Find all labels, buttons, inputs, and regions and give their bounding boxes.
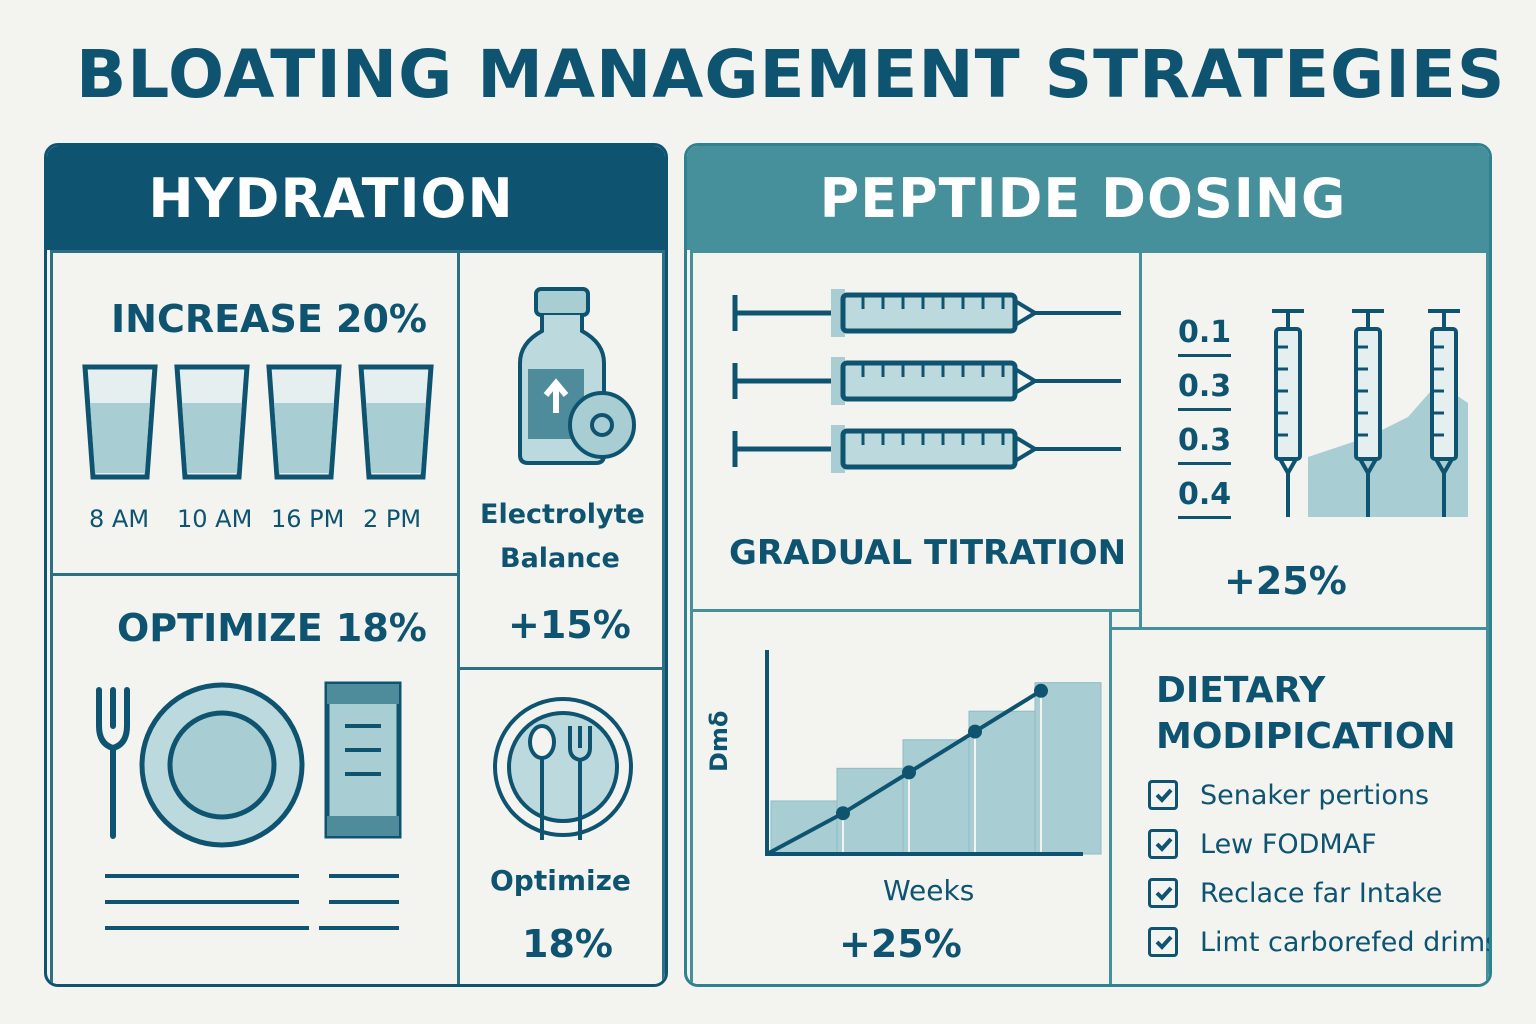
- chart-xlabel: Weeks: [883, 874, 975, 907]
- chart-point: [836, 806, 850, 821]
- bottle-icon: [518, 287, 636, 465]
- syringe-icon: [732, 289, 1121, 473]
- checklist-item: Reclace far Intake: [1148, 876, 1442, 910]
- page-title: BLOATING MANAGEMENT STRATEGIES: [76, 36, 1506, 113]
- chart-ylabel: Dmδ: [705, 710, 733, 772]
- chart-point: [1034, 683, 1048, 698]
- dietary-title-2: MODIPICATION: [1156, 716, 1456, 757]
- chart-value: +25%: [839, 922, 962, 966]
- plate-icon: [139, 682, 305, 848]
- water-glass-icon: [174, 364, 250, 480]
- time-label-4: 2 PM: [363, 505, 422, 533]
- vertical-syringe-icon: [1272, 309, 1468, 517]
- peptide-panel: PEPTIDE DOSING GRADUAL TITRATION 0.1 0.3…: [684, 143, 1492, 987]
- peptide-header: PEPTIDE DOSING: [687, 146, 1489, 250]
- vertical-syringe-icon: [1428, 309, 1460, 517]
- meal-label: OPTIMIZE 18%: [117, 606, 427, 650]
- water-glass-icon: [82, 364, 158, 480]
- optimize-value: 18%: [522, 922, 613, 966]
- water-glass-icon: [82, 364, 434, 480]
- time-label-2: 10 AM: [177, 505, 253, 533]
- checkbox-icon: [1148, 780, 1178, 810]
- electrolyte-label-2: Balance: [500, 543, 620, 574]
- checklist-label: Reclace far Intake: [1200, 877, 1443, 909]
- chart-point: [902, 765, 916, 780]
- fork-icon: [96, 687, 130, 839]
- chart-cell: Dmδ Weeks +25%: [690, 609, 1112, 984]
- chart-point: [968, 724, 982, 739]
- growth-chart: [765, 650, 1102, 856]
- meal-cell: OPTIMIZE 18%: [50, 573, 460, 984]
- doses-value: +25%: [1224, 559, 1347, 603]
- text-lines-decoration: [105, 874, 399, 930]
- dietary-title-1: DIETARY: [1156, 670, 1326, 711]
- increase-cell: INCREASE 20% 8 AM 10 AM 16 PM 2 PM: [50, 250, 460, 576]
- checklist-label: Senaker pertions: [1200, 779, 1430, 811]
- syringe-icon: [732, 425, 1121, 473]
- syringe-icon: [732, 289, 1121, 337]
- menu-card-icon: [324, 681, 402, 839]
- vertical-syringe-icon: [1272, 309, 1304, 517]
- dose-label-3: 0.3: [1178, 423, 1232, 465]
- time-label-3: 16 PM: [271, 505, 345, 533]
- chart-bar: [902, 739, 970, 855]
- dietary-cell: DIETARY MODIPICATION Senaker pertions Lew…: [1109, 627, 1492, 984]
- electrolyte-cell: Electrolyte Balance +15%: [457, 250, 665, 670]
- dose-label-4: 0.4: [1178, 477, 1232, 519]
- titration-label: GRADUAL TITRATION: [729, 533, 1127, 573]
- water-glass-icon: [358, 364, 434, 480]
- water-glass-icon: [266, 364, 342, 480]
- optimize-cell: Optimize 18%: [457, 667, 665, 984]
- hydration-panel: HYDRATION INCREASE 20% 8 AM 10 AM 16 PM …: [44, 143, 668, 987]
- titration-cell: GRADUAL TITRATION: [690, 250, 1142, 612]
- vertical-syringe-icon: [1352, 309, 1384, 517]
- checkbox-icon: [1148, 878, 1178, 908]
- dose-label-1: 0.1: [1178, 315, 1232, 357]
- checklist-label: Lew FODMAF: [1200, 828, 1377, 860]
- time-label-1: 8 AM: [89, 505, 150, 533]
- syringe-icon: [732, 357, 1121, 405]
- checklist-item: Senaker pertions: [1148, 778, 1429, 812]
- plate-utensils-icon: [493, 697, 633, 840]
- hydration-header: HYDRATION: [47, 146, 665, 250]
- electrolyte-label-1: Electrolyte: [480, 499, 645, 530]
- dose-label-2: 0.3: [1178, 369, 1232, 411]
- checkbox-icon: [1148, 829, 1178, 859]
- chart-bar: [1034, 682, 1102, 855]
- checklist-item: Limt carborefed drims: [1148, 925, 1492, 959]
- checklist-item: Lew FODMAF: [1148, 827, 1377, 861]
- checkbox-icon: [1148, 927, 1178, 957]
- increase-label: INCREASE 20%: [111, 297, 427, 341]
- electrolyte-value: +15%: [508, 603, 631, 647]
- checklist-label: Limt carborefed drims: [1200, 926, 1492, 958]
- optimize-label: Optimize: [490, 864, 631, 897]
- doses-cell: 0.1 0.3 0.3 0.4 +25%: [1139, 250, 1489, 630]
